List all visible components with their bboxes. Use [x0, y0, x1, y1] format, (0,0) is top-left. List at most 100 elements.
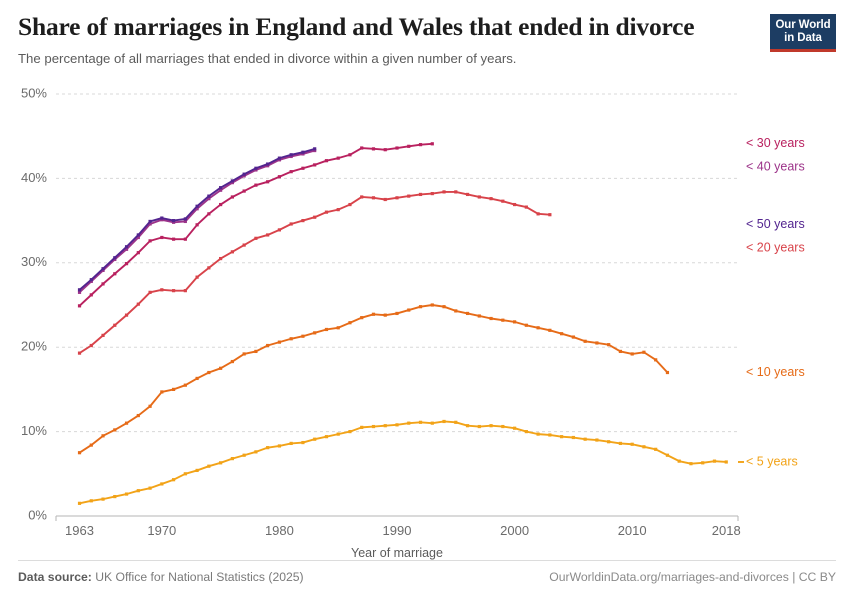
data-point-marker	[360, 146, 364, 150]
data-point-marker	[324, 159, 329, 163]
data-point-marker	[689, 462, 693, 466]
data-point-marker	[277, 175, 282, 179]
data-point-marker	[701, 461, 705, 465]
y-axis-tick-label: 50%	[21, 85, 47, 100]
data-point-marker	[230, 181, 234, 185]
data-point-marker	[183, 383, 187, 387]
data-point-marker	[195, 376, 199, 381]
data-point-marker	[77, 451, 82, 455]
data-point-marker	[219, 461, 223, 465]
data-point-marker	[654, 358, 658, 362]
data-point-marker	[160, 482, 164, 486]
page-title: Share of marriages in England and Wales …	[18, 12, 695, 41]
y-axis-tick-label: 40%	[21, 170, 47, 185]
data-point-marker	[583, 339, 587, 343]
data-point-marker	[77, 290, 82, 294]
data-point-marker	[183, 237, 187, 241]
data-point-marker	[536, 432, 540, 436]
data-point-marker	[242, 243, 246, 247]
data-point-marker	[301, 166, 305, 170]
data-point-marker	[160, 216, 164, 220]
data-point-marker	[301, 219, 305, 223]
our-world-in-data-logo[interactable]: Our World in Data	[770, 14, 836, 52]
data-point-marker	[301, 334, 305, 338]
data-point-marker	[465, 192, 470, 197]
data-point-marker	[607, 440, 611, 444]
data-point-marker	[465, 311, 470, 316]
data-point-marker	[395, 423, 399, 427]
data-point-marker	[113, 428, 117, 432]
data-point-marker	[101, 434, 105, 438]
data-point-marker	[289, 170, 293, 174]
data-point-marker	[242, 189, 246, 193]
y-axis-tick-label: 20%	[21, 339, 47, 354]
y-axis-tick-label: 30%	[21, 254, 47, 269]
data-point-marker	[313, 163, 317, 167]
series-label-5years: < 5 years	[746, 454, 798, 468]
data-point-marker	[560, 435, 564, 439]
data-point-marker	[324, 435, 329, 439]
data-point-marker	[77, 501, 82, 505]
data-point-marker	[113, 257, 117, 262]
data-point-marker	[277, 340, 282, 344]
data-point-marker	[571, 435, 575, 440]
data-point-marker	[124, 247, 129, 251]
data-point-marker	[277, 444, 282, 448]
data-point-marker	[360, 316, 364, 320]
data-point-marker	[454, 309, 458, 313]
x-axis-tick-label: 2000	[500, 523, 529, 538]
data-point-marker	[266, 162, 270, 166]
data-point-marker	[101, 497, 105, 501]
data-point-marker	[171, 220, 176, 224]
data-point-marker	[501, 199, 505, 203]
data-point-marker	[277, 228, 282, 232]
data-point-marker	[301, 150, 305, 154]
data-point-marker	[313, 437, 317, 441]
x-axis-tick-label: 2010	[618, 523, 647, 538]
data-point-marker	[348, 202, 352, 207]
data-point-marker	[219, 256, 223, 261]
data-point-marker	[313, 331, 317, 335]
data-point-marker	[266, 343, 270, 348]
data-point-marker	[313, 215, 317, 219]
data-point-marker	[289, 154, 293, 159]
data-point-marker	[207, 212, 211, 216]
data-point-marker	[160, 235, 164, 240]
data-point-marker	[266, 446, 270, 450]
data-point-marker	[289, 153, 293, 157]
data-point-marker	[183, 289, 187, 293]
data-point-marker	[665, 370, 670, 375]
data-point-marker	[266, 180, 270, 184]
data-point-marker	[289, 441, 293, 446]
data-point-marker	[336, 208, 340, 212]
data-point-marker	[477, 314, 481, 318]
data-point-marker	[501, 318, 505, 322]
data-point-marker	[395, 196, 399, 200]
series-label-50years: < 50 years	[746, 217, 805, 231]
data-point-marker	[171, 289, 176, 293]
data-point-marker	[183, 219, 187, 224]
series-line-50years	[78, 147, 316, 291]
data-point-marker	[348, 321, 352, 325]
logo-line-1: Our World	[775, 19, 831, 31]
data-point-marker	[454, 420, 458, 424]
data-point-marker	[136, 413, 140, 418]
data-point-marker	[371, 196, 376, 200]
data-point-marker	[171, 478, 176, 482]
data-point-marker	[336, 432, 340, 436]
data-point-marker	[418, 143, 423, 147]
data-point-marker	[266, 164, 270, 168]
data-point-marker	[407, 144, 411, 148]
data-point-marker	[183, 472, 187, 476]
data-point-marker	[665, 453, 670, 457]
data-point-marker	[289, 222, 293, 226]
license-link[interactable]: OurWorldinData.org/marriages-and-divorce…	[549, 570, 836, 584]
data-point-marker	[124, 245, 129, 249]
data-point-marker	[207, 266, 211, 270]
data-point-marker	[418, 305, 423, 309]
data-point-marker	[383, 313, 387, 317]
data-point-marker	[512, 426, 517, 430]
data-point-marker	[383, 197, 387, 202]
data-point-marker	[501, 424, 505, 429]
